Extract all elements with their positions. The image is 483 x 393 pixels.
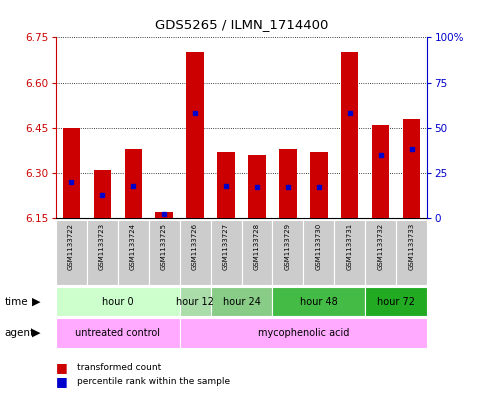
- Text: untreated control: untreated control: [75, 328, 160, 338]
- Bar: [180, 318, 427, 348]
- Bar: [211, 220, 242, 285]
- Text: GSM1133725: GSM1133725: [161, 223, 167, 270]
- Text: ▶: ▶: [32, 297, 41, 307]
- Text: GSM1133730: GSM1133730: [316, 223, 322, 270]
- Bar: [242, 220, 272, 285]
- Text: GSM1133724: GSM1133724: [130, 223, 136, 270]
- Bar: [211, 287, 272, 316]
- Bar: [56, 318, 180, 348]
- Text: agent: agent: [5, 328, 35, 338]
- Bar: [94, 170, 111, 218]
- Bar: [56, 287, 180, 316]
- Text: GSM1133723: GSM1133723: [99, 223, 105, 270]
- Bar: [180, 287, 211, 316]
- Bar: [403, 119, 421, 218]
- Text: GSM1133729: GSM1133729: [285, 223, 291, 270]
- Text: time: time: [5, 297, 28, 307]
- Bar: [180, 220, 211, 285]
- Bar: [217, 152, 235, 218]
- Bar: [186, 52, 203, 218]
- Bar: [62, 128, 80, 218]
- Bar: [117, 220, 149, 285]
- Text: transformed count: transformed count: [77, 363, 161, 372]
- Text: mycophenolic acid: mycophenolic acid: [258, 328, 349, 338]
- Text: hour 0: hour 0: [102, 297, 133, 307]
- Text: GSM1133732: GSM1133732: [378, 223, 384, 270]
- Bar: [334, 220, 366, 285]
- Bar: [272, 287, 366, 316]
- Bar: [56, 220, 86, 285]
- Text: GSM1133728: GSM1133728: [254, 223, 260, 270]
- Text: hour 24: hour 24: [223, 297, 260, 307]
- Text: ■: ■: [56, 361, 67, 374]
- Text: hour 72: hour 72: [377, 297, 415, 307]
- Bar: [311, 152, 327, 218]
- Bar: [272, 220, 303, 285]
- Text: percentile rank within the sample: percentile rank within the sample: [77, 377, 230, 386]
- Bar: [149, 220, 180, 285]
- Text: GSM1133726: GSM1133726: [192, 223, 198, 270]
- Bar: [86, 220, 117, 285]
- Bar: [372, 125, 389, 218]
- Bar: [280, 149, 297, 218]
- Bar: [366, 287, 427, 316]
- Text: GSM1133722: GSM1133722: [68, 223, 74, 270]
- Text: ▶: ▶: [32, 328, 41, 338]
- Bar: [303, 220, 334, 285]
- Text: GSM1133731: GSM1133731: [347, 223, 353, 270]
- Bar: [397, 220, 427, 285]
- Bar: [341, 52, 358, 218]
- Text: hour 48: hour 48: [300, 297, 338, 307]
- Text: GSM1133733: GSM1133733: [409, 223, 415, 270]
- Text: GSM1133727: GSM1133727: [223, 223, 229, 270]
- Text: hour 12: hour 12: [176, 297, 214, 307]
- Bar: [248, 155, 266, 218]
- Bar: [366, 220, 397, 285]
- Bar: [125, 149, 142, 218]
- Text: GDS5265 / ILMN_1714400: GDS5265 / ILMN_1714400: [155, 18, 328, 31]
- Text: ■: ■: [56, 375, 67, 388]
- Bar: [156, 212, 172, 218]
